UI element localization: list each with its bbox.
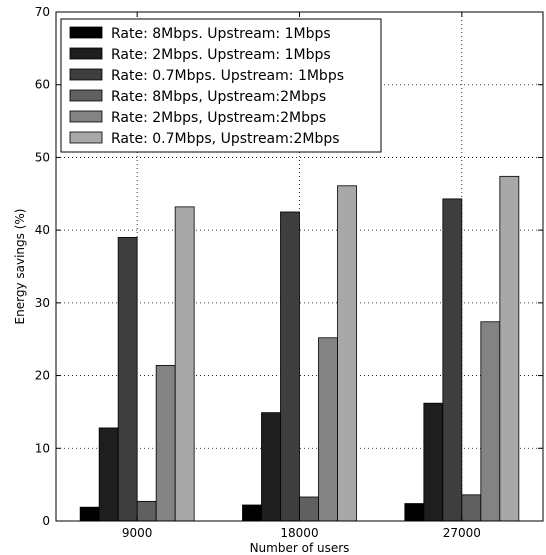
y-tick-label: 60 [35, 78, 50, 92]
bar [79, 506, 100, 522]
y-tick-label: 70 [35, 5, 50, 19]
legend-label: Rate: 8Mbps. Upstream: 1Mbps [111, 26, 331, 42]
y-axis: 0 10 20 30 40 50 60 70 [35, 5, 543, 528]
bar [242, 504, 262, 522]
bar [261, 412, 281, 522]
y-tick-label: 0 [42, 514, 50, 528]
legend-label: Rate: 2Mbps, Upstream:2Mbps [111, 110, 326, 126]
legend-label: Rate: 0.7Mbps. Upstream: 1Mbps [111, 68, 344, 84]
bar [461, 494, 482, 522]
x-tick-label: 18000 [280, 526, 318, 540]
y-tick-label: 30 [35, 296, 50, 310]
x-tick-label: 9000 [122, 526, 153, 540]
y-axis-label: Energy savings (%) [13, 209, 27, 325]
y-tick-label: 50 [35, 150, 50, 164]
bar [442, 198, 463, 522]
y-tick-label: 10 [35, 441, 50, 455]
x-axis-label: Number of users [250, 541, 350, 555]
y-tick-label: 40 [35, 223, 50, 237]
bar [499, 175, 520, 522]
legend-swatch [69, 26, 103, 39]
legend-box [60, 18, 382, 153]
legend-label: Rate: 0.7Mbps, Upstream:2Mbps [111, 131, 340, 147]
bar [117, 237, 138, 522]
bar [423, 402, 444, 522]
x-tick-label: 27000 [443, 526, 481, 540]
bar [280, 211, 300, 522]
legend-swatch [69, 110, 103, 123]
bar [480, 321, 501, 522]
y-tick-label: 20 [35, 369, 50, 383]
legend-swatch [69, 47, 103, 60]
bar [136, 500, 157, 522]
bar [155, 364, 176, 522]
legend-swatch [69, 89, 103, 102]
legend: Rate: 8Mbps. Upstream: 1Mbps Rate: 2Mbps.… [60, 18, 382, 153]
x-axis: 9000 18000 27000 [122, 12, 481, 540]
legend-swatch [69, 131, 103, 144]
legend-label: Rate: 2Mbps. Upstream: 1Mbps [111, 47, 331, 63]
legend-label: Rate: 8Mbps, Upstream:2Mbps [111, 89, 326, 105]
bar [337, 185, 357, 522]
bar [404, 503, 425, 522]
bar [318, 337, 338, 522]
bar [299, 496, 319, 522]
legend-swatch [69, 68, 103, 81]
bars [79, 175, 520, 522]
bar [98, 427, 119, 522]
bar [174, 206, 195, 522]
